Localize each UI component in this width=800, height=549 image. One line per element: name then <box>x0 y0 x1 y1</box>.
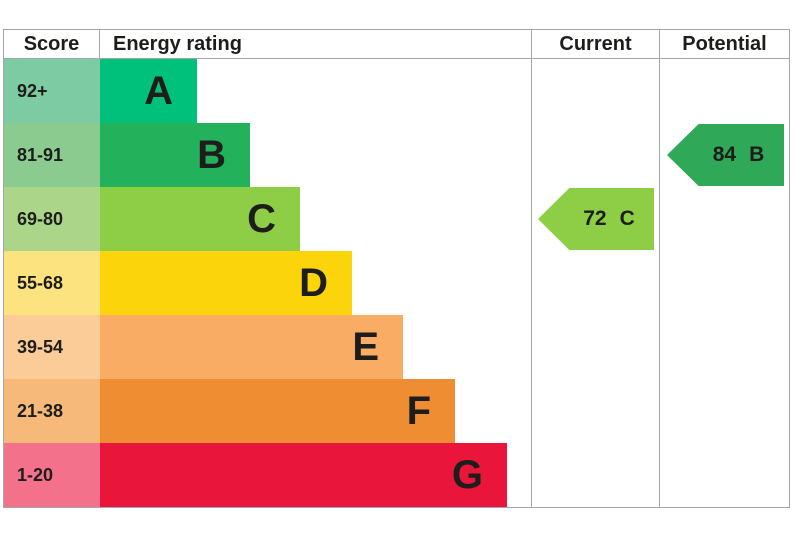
table-header-row: Score Energy rating Current Potential <box>4 30 789 59</box>
band-row-f: 21-38 F <box>4 379 789 443</box>
band-row-g: 1-20 G <box>4 443 789 507</box>
current-grade-letter: C <box>619 207 635 230</box>
band-bar: F <box>100 379 455 443</box>
potential-score-value: 84 <box>712 143 737 166</box>
grade-letter-f: F <box>406 389 431 433</box>
band-bar: C <box>100 187 300 251</box>
current-cell-a <box>531 59 659 123</box>
potential-cell-e <box>659 315 789 379</box>
current-cell-e <box>531 315 659 379</box>
band-row-b: 81-91 B 84 B <box>4 123 789 187</box>
potential-cell-f <box>659 379 789 443</box>
current-cell-f <box>531 379 659 443</box>
band-row-c: 69-80 C 72 C <box>4 187 789 251</box>
band-row-a: 92+ A <box>4 59 789 123</box>
score-cell: 1-20 <box>4 443 100 507</box>
potential-grade-letter: B <box>749 143 765 166</box>
band-bar: G <box>100 443 507 507</box>
score-cell: 81-91 <box>4 123 100 187</box>
band-bar: D <box>100 251 352 315</box>
score-cell: 39-54 <box>4 315 100 379</box>
score-cell: 55-68 <box>4 251 100 315</box>
potential-cell-c <box>659 187 789 251</box>
grade-letter-d: D <box>299 261 328 305</box>
current-cell-b <box>531 123 659 187</box>
band-bar: A <box>100 59 197 123</box>
current-cell-g <box>531 443 659 507</box>
grade-letter-e: E <box>352 325 379 369</box>
header-potential: Potential <box>659 30 789 58</box>
current-score-value: 72 <box>583 207 607 230</box>
band-bar: B <box>100 123 250 187</box>
epc-rating-chart: Score Energy rating Current Potential 92… <box>3 29 790 508</box>
band-bar: E <box>100 315 403 379</box>
header-energy-rating: Energy rating <box>113 32 242 55</box>
grade-letter-c: C <box>247 197 276 241</box>
grade-letter-g: G <box>451 453 483 497</box>
current-cell-d <box>531 251 659 315</box>
potential-rating-arrow: 84 B <box>667 124 784 186</box>
potential-cell-b: 84 B <box>659 123 789 187</box>
potential-cell-a <box>659 59 789 123</box>
potential-cell-g <box>659 443 789 507</box>
grade-letter-b: B <box>197 133 226 177</box>
potential-cell-d <box>659 251 789 315</box>
score-cell: 21-38 <box>4 379 100 443</box>
band-row-d: 55-68 D <box>4 251 789 315</box>
current-cell-c: 72 C <box>531 187 659 251</box>
header-current: Current <box>531 30 659 58</box>
grade-letter-a: A <box>144 69 173 113</box>
score-cell: 92+ <box>4 59 100 123</box>
header-score: Score <box>4 30 100 58</box>
band-row-e: 39-54 E <box>4 315 789 379</box>
current-rating-arrow: 72 C <box>538 188 654 250</box>
score-cell: 69-80 <box>4 187 100 251</box>
